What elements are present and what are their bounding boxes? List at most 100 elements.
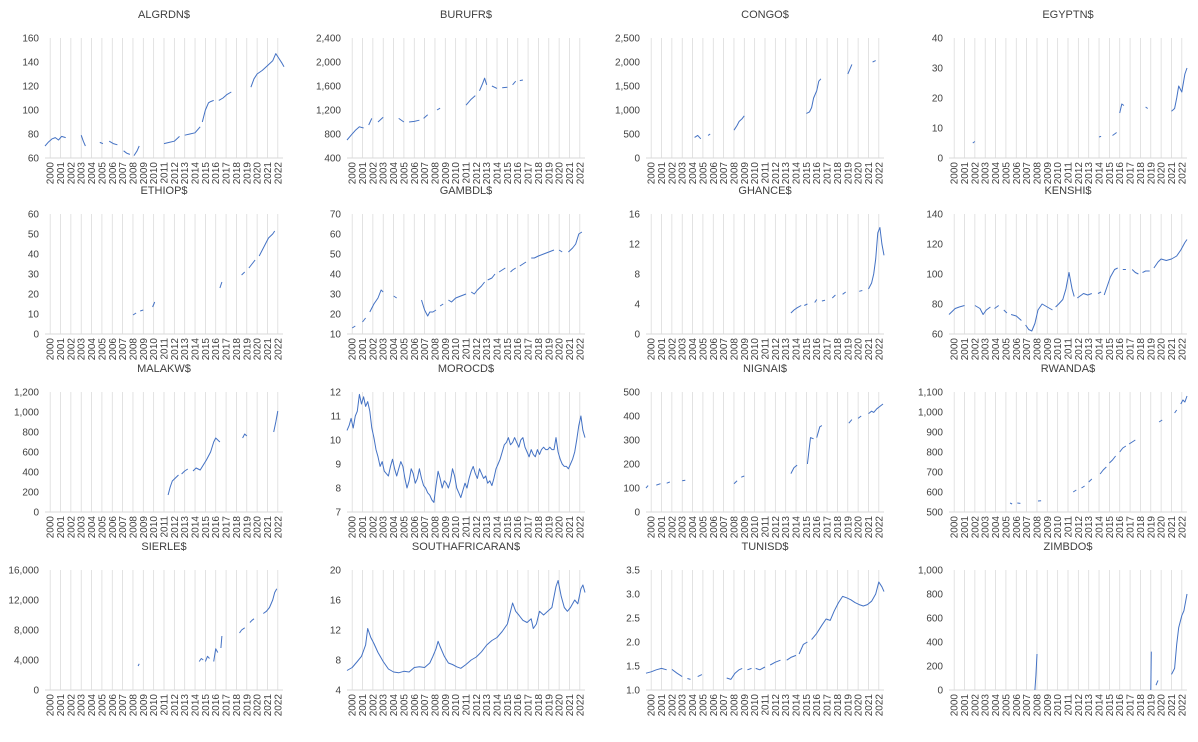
x-tick-label: 2003 [678, 338, 689, 361]
series-line [1131, 269, 1139, 275]
x-tick-label: 2019 [1146, 694, 1157, 717]
series-line [273, 410, 279, 433]
x-tick-label: 2020 [854, 516, 865, 539]
x-tick-label: 2012 [170, 338, 181, 361]
x-tick-label: 2016 [812, 162, 823, 185]
x-tick-label: 2015 [201, 694, 212, 717]
series-line [994, 305, 999, 309]
y-tick-label: 8 [634, 270, 640, 281]
x-tick-label: 2016 [812, 338, 823, 361]
x-tick-label: 2017 [823, 694, 834, 717]
x-tick-label: 2013 [180, 162, 191, 185]
y-tick-label: 60 [932, 330, 944, 341]
x-tick-label: 2007 [719, 338, 730, 361]
x-tick-label: 2011 [761, 338, 772, 360]
y-tick-label: 400 [926, 638, 943, 649]
y-tick-label: 60 [330, 230, 342, 241]
x-tick-label: 2014 [1095, 162, 1106, 185]
x-tick-label: 2012 [1074, 516, 1085, 539]
chart-panel: CONGO$2000 2001 2002 2003 2004 2005 2006 2007 20… [615, 9, 885, 184]
series-line [465, 95, 476, 106]
x-tick-label: 2018 [1136, 516, 1147, 539]
series-line [568, 231, 583, 253]
x-tick-label: 2001 [56, 162, 67, 185]
x-tick-label: 2007 [118, 516, 129, 539]
x-tick-label: 2015 [1105, 162, 1116, 185]
series-line [519, 79, 523, 82]
x-tick-label: 2004 [87, 694, 98, 717]
x-tick-label: 2006 [709, 516, 720, 539]
x-tick-label: 2017 [222, 162, 233, 185]
y-tick-label: 200 [926, 662, 943, 673]
x-tick-label: 2012 [472, 338, 483, 361]
chart-panel: ETHIOP$2000 2001 2002 2003 2004 2005 2006 2007 2… [28, 185, 284, 360]
y-tick-label: 20 [330, 566, 342, 577]
x-tick-label: 2017 [823, 516, 834, 539]
series-line [1171, 593, 1188, 675]
x-tick-label: 2005 [1001, 162, 1012, 185]
series-line [239, 627, 245, 634]
series-line [184, 126, 201, 136]
x-tick-label: 2011 [1064, 694, 1075, 716]
y-tick-label: 2.5 [626, 614, 640, 625]
x-tick-label: 2021 [565, 162, 576, 185]
x-tick-label: 2002 [667, 516, 678, 539]
x-tick-label: 2005 [698, 516, 709, 539]
y-tick-label: 8 [335, 484, 341, 495]
x-tick-label: 2000 [348, 162, 359, 185]
x-tick-label: 2009 [1043, 516, 1054, 539]
y-tick-label: 400 [623, 412, 640, 423]
series-line [816, 425, 823, 438]
x-tick-label: 2004 [688, 338, 699, 361]
x-tick-label: 2006 [1012, 162, 1023, 185]
x-tick-label: 2008 [729, 694, 740, 717]
x-tick-label: 2003 [981, 694, 992, 717]
x-tick-label: 2002 [368, 162, 379, 185]
x-tick-label: 2016 [812, 694, 823, 717]
x-tick-label: 2005 [1001, 516, 1012, 539]
y-tick-label: 400 [324, 154, 341, 165]
x-tick-label: 2011 [462, 162, 473, 184]
x-tick-label: 2002 [368, 516, 379, 539]
series-line [821, 299, 826, 302]
series-line [470, 281, 485, 295]
x-tick-label: 2008 [1032, 162, 1043, 185]
x-tick-label: 2011 [160, 694, 171, 716]
x-tick-label: 2008 [729, 162, 740, 185]
chart-title: BURUFR$ [440, 9, 492, 21]
x-tick-label: 2018 [232, 338, 243, 361]
y-tick-label: 140 [926, 210, 943, 221]
x-tick-label: 2014 [493, 694, 504, 717]
series-line [1153, 239, 1188, 269]
series-line [258, 230, 276, 257]
x-tick-label: 2022 [575, 338, 586, 361]
y-tick-label: 1.0 [626, 686, 640, 697]
series-line [80, 135, 86, 147]
x-tick-label: 2020 [253, 162, 264, 185]
series-line [1103, 267, 1118, 296]
x-tick-label: 2017 [222, 694, 233, 717]
series-line [346, 580, 586, 674]
y-tick-label: 20 [932, 94, 944, 105]
y-tick-label: 0 [634, 508, 640, 519]
x-tick-label: 2010 [1053, 694, 1064, 717]
series-line [656, 483, 661, 486]
series-line [1150, 651, 1152, 691]
x-tick-label: 2015 [1105, 694, 1116, 717]
chart-title: SOUTHAFRICARAN$ [412, 541, 520, 553]
series-line [1109, 455, 1116, 464]
series-line [448, 293, 467, 303]
x-tick-label: 2000 [647, 162, 658, 185]
x-tick-label: 2014 [1095, 694, 1106, 717]
x-tick-label: 2012 [771, 516, 782, 539]
x-tick-label: 2019 [242, 162, 253, 185]
x-tick-label: 2010 [451, 694, 462, 717]
y-tick-label: 600 [926, 614, 943, 625]
x-tick-label: 2007 [719, 516, 730, 539]
x-tick-label: 2003 [678, 516, 689, 539]
x-tick-label: 2013 [1084, 694, 1095, 717]
x-tick-label: 2015 [503, 162, 514, 185]
x-tick-label: 2000 [348, 516, 359, 539]
x-tick-label: 2021 [864, 338, 875, 361]
x-tick-label: 2006 [108, 338, 119, 361]
